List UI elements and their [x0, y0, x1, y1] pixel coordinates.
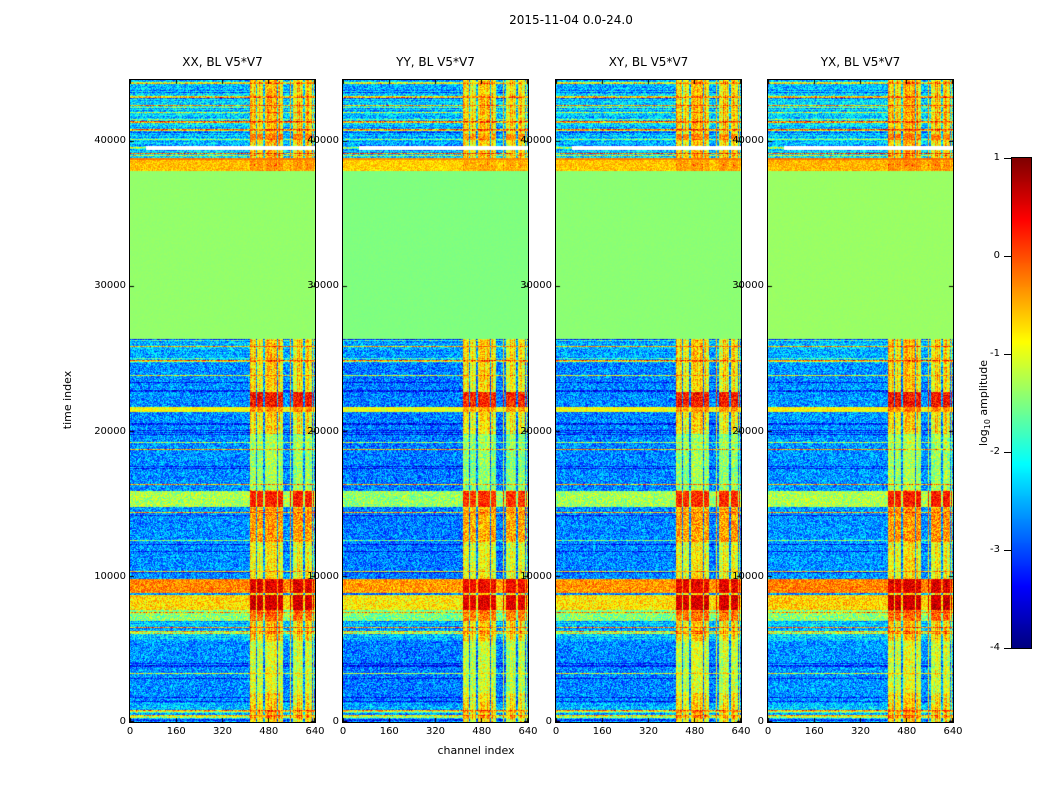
y-tick-label: 30000: [520, 280, 552, 292]
panel-title-xy: XY, BL V5*V7: [608, 55, 689, 69]
colorbar: [1011, 157, 1032, 649]
heatmap-canvas-xy: [556, 80, 741, 722]
x-tick-label: 480: [259, 726, 279, 737]
x-tick-label: 320: [425, 726, 446, 737]
y-tick-label: 40000: [520, 135, 552, 146]
heatmap-canvas-yx: [768, 80, 953, 722]
y-tick-label: 40000: [94, 135, 126, 146]
colorbar-tick-label: 1: [993, 152, 1000, 163]
panel-title-yx: YX, BL V5*V7: [820, 55, 901, 69]
colorbar-tick-label: -3: [990, 544, 1000, 555]
colorbar-tick: [1004, 648, 1011, 649]
colorbar-canvas: [1012, 158, 1031, 648]
y-tick-label: 40000: [307, 135, 339, 146]
x-tick-label: 0: [339, 726, 347, 737]
x-tick-label: 320: [638, 726, 659, 737]
x-tick-label: 640: [943, 726, 963, 737]
y-tick-label: 0: [119, 716, 126, 727]
y-tick-label: 0: [545, 716, 552, 727]
y-tick-label: 10000: [94, 570, 126, 582]
x-tick-label: 0: [552, 726, 560, 737]
x-tick-label: 160: [379, 726, 399, 737]
colorbar-label-prefix: log: [977, 429, 990, 447]
colorbar-tick: [1004, 452, 1011, 453]
heatmap-panel-xy: [555, 79, 742, 723]
y-tick-label: 10000: [520, 570, 552, 582]
y-tick-label: 20000: [94, 425, 126, 437]
x-tick-label: 160: [166, 726, 186, 737]
colorbar-tick-label: -4: [990, 642, 1000, 653]
y-tick-label: 0: [332, 716, 339, 727]
panel-title-xx: XX, BL V5*V7: [182, 55, 263, 69]
x-tick-label: 480: [685, 726, 705, 737]
x-tick-label: 640: [305, 726, 325, 737]
colorbar-tick: [1004, 354, 1011, 355]
colorbar-tick: [1004, 550, 1011, 551]
figure-suptitle: 2015-11-04 0.0-24.0: [509, 13, 633, 27]
y-tick-label: 20000: [520, 425, 552, 437]
y-tick-label: 20000: [307, 425, 339, 437]
x-tick-label: 160: [592, 726, 612, 737]
y-tick-label: 30000: [94, 280, 126, 292]
y-tick-label: 40000: [732, 135, 764, 146]
y-tick-label: 10000: [307, 570, 339, 582]
colorbar-tick: [1004, 158, 1011, 159]
x-tick-label: 640: [731, 726, 751, 737]
heatmap-canvas-yy: [343, 80, 528, 722]
x-tick-label: 160: [804, 726, 824, 737]
heatmap-panel-yx: [767, 79, 954, 723]
x-axis-label: channel index: [437, 744, 515, 757]
panel-title-yy: YY, BL V5*V7: [396, 55, 475, 69]
heatmap-panel-yy: [342, 79, 529, 723]
x-tick-label: 0: [126, 726, 134, 737]
x-tick-label: 320: [850, 726, 871, 737]
colorbar-label-suffix: amplitude: [977, 359, 990, 420]
colorbar-label-sub: 10: [983, 419, 993, 430]
colorbar-tick-label: -2: [990, 446, 1000, 457]
colorbar-tick-label: -1: [990, 348, 1000, 359]
colorbar-tick-label: 0: [993, 250, 1000, 261]
y-tick-label: 0: [757, 716, 764, 727]
y-tick-label: 10000: [732, 570, 764, 582]
heatmap-panel-xx: [129, 79, 316, 723]
y-tick-label: 30000: [732, 280, 764, 292]
x-tick-label: 0: [764, 726, 772, 737]
x-tick-label: 480: [472, 726, 492, 737]
x-tick-label: 640: [518, 726, 538, 737]
colorbar-label: log10 amplitude: [977, 303, 993, 503]
x-tick-label: 480: [897, 726, 917, 737]
y-tick-label: 20000: [732, 425, 764, 437]
y-tick-label: 30000: [307, 280, 339, 292]
heatmap-canvas-xx: [130, 80, 315, 722]
x-tick-label: 320: [212, 726, 233, 737]
y-axis-label: time index: [61, 370, 74, 430]
colorbar-tick: [1004, 256, 1011, 257]
